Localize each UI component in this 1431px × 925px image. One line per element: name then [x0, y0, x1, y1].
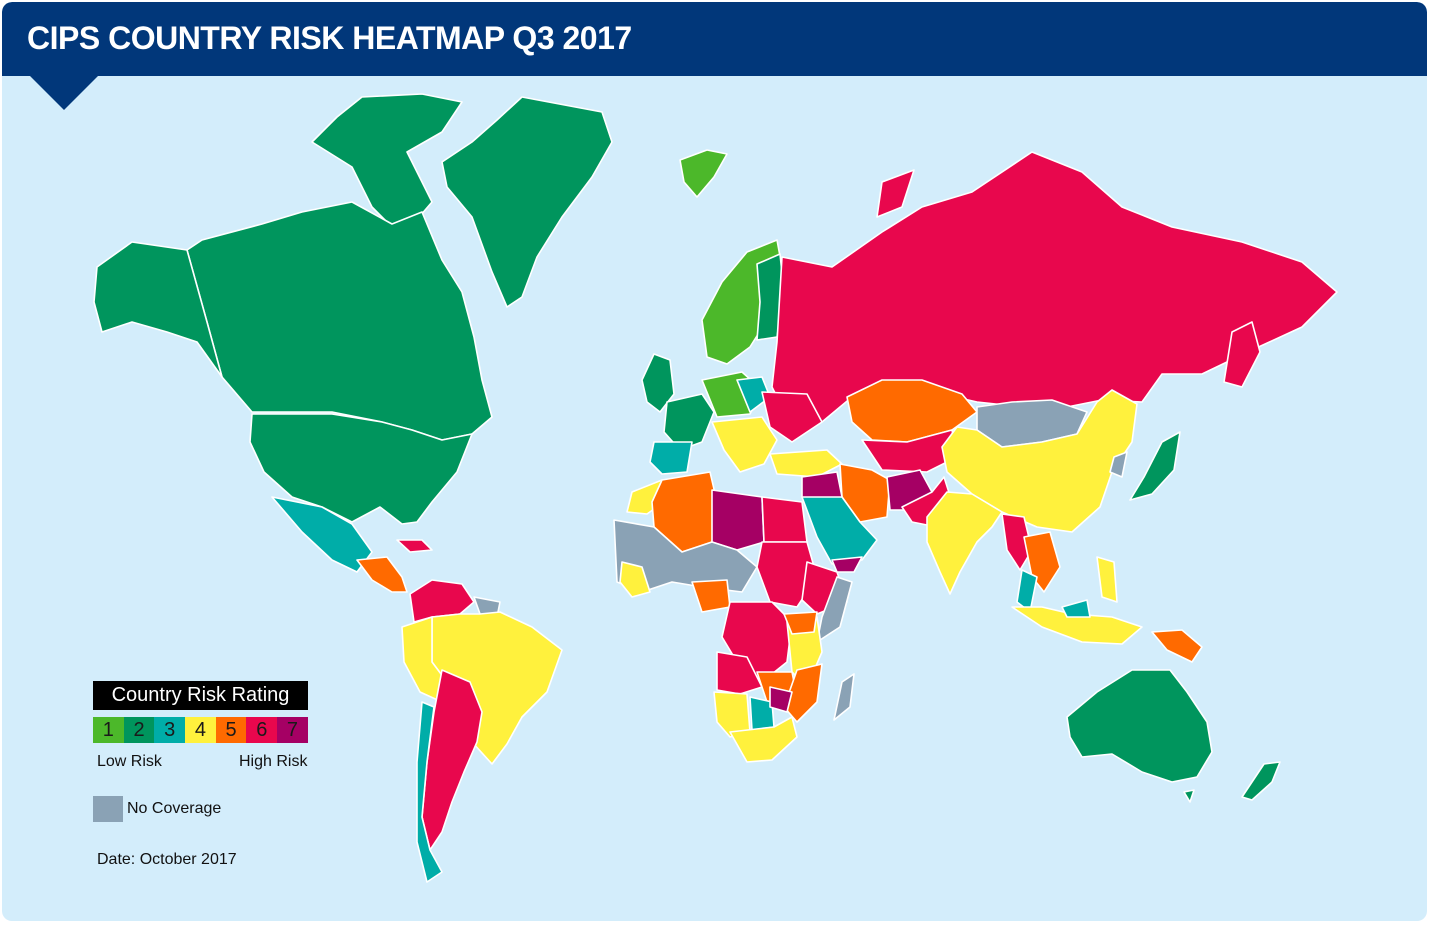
region-balkans[interactable]	[711, 416, 778, 473]
legend-level-4: 4	[185, 717, 216, 743]
header-bar: CIPS COUNTRY RISK HEATMAP Q3 2017	[2, 2, 1427, 76]
region-turkey[interactable]	[769, 449, 843, 478]
region-kamchatka[interactable]	[1223, 321, 1261, 388]
region-myanmar[interactable]	[1001, 513, 1033, 571]
region-south-africa[interactable]	[729, 716, 798, 763]
region-somalia[interactable]	[816, 576, 853, 643]
legend-level-3: 3	[154, 717, 186, 743]
region-ukraine[interactable]	[761, 391, 823, 443]
region-angola[interactable]	[716, 651, 763, 695]
region-yemen[interactable]	[831, 556, 863, 573]
region-kazakhstan[interactable]	[846, 379, 978, 443]
legend-level-7: 7	[277, 717, 308, 743]
region-gulf-guinea[interactable]	[619, 561, 651, 598]
legend-level-1: 1	[93, 717, 124, 743]
risk-legend: Country Risk Rating 1 2 3 4 5 6 7 Low Ri…	[93, 681, 323, 773]
region-new-zealand[interactable]	[1241, 761, 1281, 801]
date-label: Date: October 2017	[97, 851, 237, 868]
legend-level-2: 2	[123, 717, 155, 743]
header-notch	[28, 74, 100, 110]
region-korea[interactable]	[1109, 451, 1128, 478]
region-indonesia[interactable]	[1011, 606, 1143, 645]
region-east-africa[interactable]	[783, 611, 818, 635]
region-madagascar[interactable]	[833, 673, 855, 721]
region-uk[interactable]	[641, 353, 675, 413]
region-chile[interactable]	[416, 701, 443, 883]
region-malaysia[interactable]	[1061, 599, 1091, 618]
region-thailand[interactable]	[1016, 569, 1038, 613]
page-title: CIPS COUNTRY RISK HEATMAP Q3 2017	[27, 20, 632, 56]
region-central-america[interactable]	[356, 556, 408, 593]
region-canada[interactable]	[186, 201, 493, 441]
region-philippines[interactable]	[1096, 556, 1118, 603]
region-alaska[interactable]	[93, 241, 223, 378]
region-west-europe[interactable]	[663, 393, 715, 451]
region-tasmania[interactable]	[1183, 789, 1195, 803]
region-sudan[interactable]	[756, 541, 818, 608]
region-russia[interactable]	[771, 151, 1338, 433]
legend-title: Country Risk Rating	[93, 681, 308, 710]
region-iberia[interactable]	[649, 441, 693, 475]
legend-level-5: 5	[215, 717, 247, 743]
region-egypt[interactable]	[761, 496, 808, 543]
legend-level-6: 6	[246, 717, 278, 743]
legend-high-label: High Risk	[239, 753, 308, 770]
no-coverage-label: No Coverage	[127, 800, 222, 817]
region-usa[interactable]	[249, 413, 473, 525]
legend-ends: Low Risk High Risk	[93, 753, 323, 773]
region-japan[interactable]	[1129, 431, 1181, 501]
region-zimbabwe[interactable]	[769, 686, 793, 713]
region-australia[interactable]	[1066, 669, 1213, 783]
region-india[interactable]	[926, 491, 1003, 595]
region-greenland[interactable]	[441, 96, 613, 308]
region-libya[interactable]	[711, 489, 765, 551]
region-svalbard[interactable]	[876, 169, 915, 218]
legend-low-label: Low Risk	[97, 753, 162, 770]
region-arabia[interactable]	[801, 496, 878, 565]
legend-scale: 1 2 3 4 5 6 7	[93, 717, 323, 743]
region-png[interactable]	[1151, 629, 1203, 663]
no-coverage-swatch	[93, 796, 123, 822]
region-nigeria[interactable]	[691, 579, 731, 613]
region-caribbean[interactable]	[396, 539, 433, 553]
region-iceland[interactable]	[679, 149, 728, 198]
no-coverage-legend: No Coverage	[93, 796, 221, 822]
